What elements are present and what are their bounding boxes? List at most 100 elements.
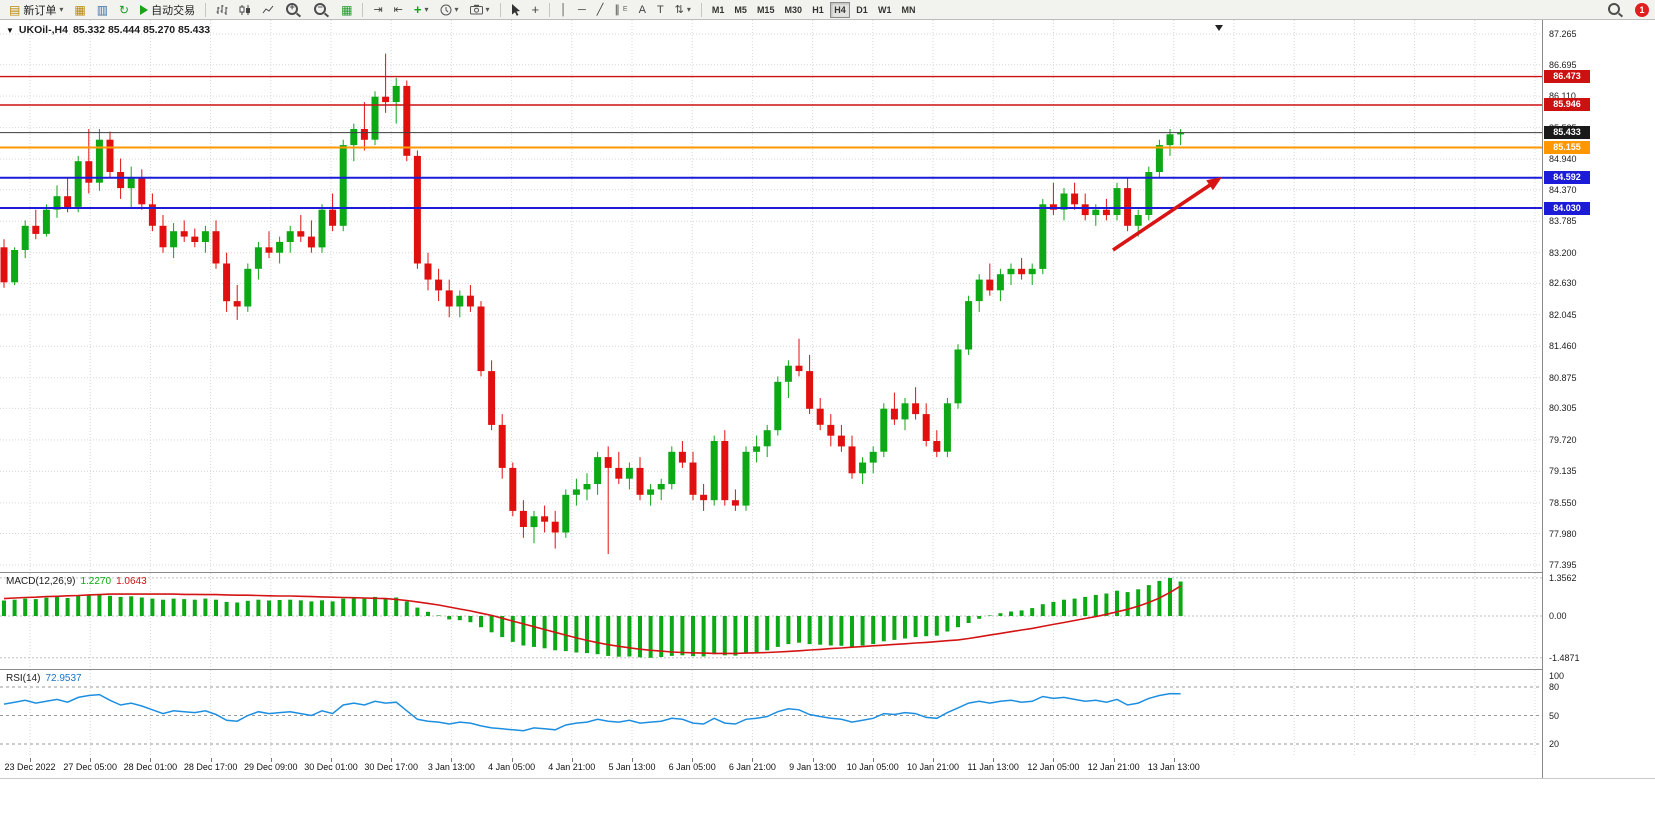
refresh-button[interactable]: ↻ — [114, 1, 134, 18]
chart-symbol-header: ▼ UKOil-,H4 85.332 85.444 85.270 85.433 — [6, 24, 210, 36]
rsi-scale-label: 100 — [1549, 671, 1565, 681]
trendline-tool-button[interactable]: ╱ — [592, 1, 609, 18]
trend-arrow-annotation[interactable] — [1112, 177, 1222, 252]
crosshair-tool-button[interactable]: + — [527, 1, 545, 18]
chart-type-bars-button[interactable] — [211, 1, 233, 18]
time-axis-label: 28 Dec 01:00 — [123, 762, 178, 772]
chart-menu-arrow-icon[interactable]: ▼ — [6, 25, 14, 35]
horizontal-line-tool-button[interactable]: ─ — [573, 1, 591, 18]
price-axis-label: 77.980 — [1549, 528, 1577, 539]
play-icon — [140, 4, 149, 15]
time-axis-tick — [30, 758, 31, 762]
chart-type-candles-button[interactable] — [234, 1, 256, 18]
line-price-tag: 84.030 — [1544, 201, 1590, 215]
time-axis-label: 30 Dec 17:00 — [364, 762, 418, 772]
rsi-panel-canvas[interactable] — [0, 670, 1542, 757]
price-axis-label: 81.460 — [1549, 341, 1577, 352]
plus-icon: + — [413, 1, 422, 17]
zoom-in-icon: + — [286, 2, 299, 15]
channel-icon: ∥ — [614, 4, 620, 16]
toolbar-separator — [549, 2, 551, 17]
time-axis-label: 10 Jan 21:00 — [906, 762, 960, 772]
tile-windows-button[interactable]: ▦ — [336, 1, 357, 18]
add-indicator-button[interactable]: + ▾ — [409, 1, 434, 18]
time-axis-label: 29 Dec 09:00 — [244, 762, 298, 772]
vertical-line-tool-button[interactable]: │ — [555, 1, 572, 18]
ohlc-values: 85.332 85.444 85.270 85.433 — [72, 24, 211, 36]
time-axis-label: 12 Jan 05:00 — [1027, 762, 1080, 772]
channel-tool-button[interactable]: ∥ E — [609, 1, 632, 18]
time-axis-label: 10 Jan 05:00 — [846, 762, 899, 772]
zoom-out-button[interactable]: − — [308, 1, 335, 18]
auto-trading-button[interactable]: 自动交易 — [135, 1, 200, 18]
rsi-name: RSI(14) — [6, 673, 41, 684]
time-axis-label: 9 Jan 13:00 — [789, 762, 837, 772]
rsi-header: RSI(14) 72.9537 — [6, 673, 82, 684]
chart-type-line-button[interactable] — [257, 1, 279, 18]
macd-panel-canvas[interactable] — [0, 573, 1542, 669]
timeframe-button-d1[interactable]: D1 — [852, 2, 872, 18]
rsi-scale-label: 50 — [1549, 710, 1560, 721]
time-axis-tick — [752, 758, 754, 762]
chart-shift-button[interactable]: ⇥ — [368, 1, 387, 18]
rsi-value: 72.9537 — [45, 673, 82, 684]
time-axis-tick — [1113, 758, 1115, 762]
time-axis-tick — [632, 758, 633, 762]
time-axis-tick — [511, 758, 513, 762]
arrows-shapes-icon: ⇅ — [674, 4, 684, 16]
notification-badge[interactable]: 1 — [1635, 2, 1649, 17]
chart-bottom-border — [0, 778, 1655, 779]
auto-scroll-button[interactable]: ⇤ — [389, 1, 408, 18]
timeframe-button-h1[interactable]: H1 — [808, 2, 828, 18]
period-clock-button[interactable]: ▾ — [435, 1, 464, 18]
label-tool-button[interactable]: T — [652, 1, 669, 18]
search-button[interactable] — [1602, 1, 1629, 18]
timeframe-button-m5[interactable]: M5 — [730, 2, 751, 18]
time-axis-label: 5 Jan 13:00 — [608, 762, 656, 772]
price-axis[interactable]: 87.26586.69586.11085.52584.94084.37083.7… — [1542, 20, 1655, 778]
price-axis-label: 83.200 — [1549, 247, 1577, 258]
time-axis-tick — [90, 758, 92, 762]
auto-trading-label: 自动交易 — [151, 4, 196, 17]
time-axis-tick — [812, 758, 814, 762]
line-price-tag: 85.155 — [1544, 141, 1590, 155]
timeframe-button-m30[interactable]: M30 — [780, 2, 806, 18]
macd-main-value: 1.2270 — [80, 576, 112, 587]
screenshot-button[interactable]: ▾ — [465, 1, 495, 18]
panel-separator[interactable] — [0, 572, 1655, 573]
bar-chart-icon — [216, 4, 228, 15]
label-tool-icon: T — [656, 3, 664, 16]
macd-scale-label: -1.4871 — [1549, 652, 1580, 663]
new-order-label: 新订单 — [23, 4, 57, 17]
timeframe-button-m1[interactable]: M1 — [708, 2, 729, 18]
panel-separator[interactable] — [0, 669, 1655, 670]
time-axis-tick — [150, 758, 152, 762]
timeframe-button-h4[interactable]: H4 — [829, 1, 850, 18]
zoom-in-button[interactable]: + — [280, 1, 307, 18]
main-chart-canvas[interactable] — [0, 20, 1542, 572]
macd-header: MACD(12,26,9) 1.2270 1.0643 — [6, 576, 147, 587]
timeframe-button-w1[interactable]: W1 — [874, 2, 896, 18]
chart-profile-button[interactable]: ▦ — [69, 1, 90, 18]
time-axis-tick — [571, 758, 573, 762]
chart-shift-icon: ⇥ — [373, 4, 383, 16]
price-axis-label: 86.695 — [1549, 59, 1577, 70]
timeframe-button-mn[interactable]: MN — [897, 2, 919, 18]
macd-name: MACD(12,26,9) — [6, 576, 76, 587]
vertical-line-icon: │ — [560, 3, 567, 16]
macd-scale-label: 0.00 — [1549, 611, 1567, 621]
chart-window-button[interactable]: ▥ — [92, 1, 113, 18]
time-axis-tick — [933, 758, 934, 762]
text-tool-button[interactable]: A — [634, 1, 651, 18]
cursor-tool-button[interactable] — [506, 1, 526, 18]
price-axis-label: 80.305 — [1549, 403, 1577, 414]
line-price-tag: 85.946 — [1544, 98, 1590, 112]
time-axis[interactable]: 23 Dec 2022 27 Dec 05:00 28 Dec 01:00 28 De… — [0, 757, 1542, 778]
timeframe-button-m15[interactable]: M15 — [753, 2, 779, 18]
macd-scale-label: 1.3562 — [1549, 572, 1577, 583]
shapes-tool-button[interactable]: ⇅ ▾ — [670, 1, 696, 18]
trendline-icon: ╱ — [596, 4, 604, 16]
tile-windows-icon: ▦ — [341, 2, 353, 17]
price-axis-label: 80.875 — [1549, 372, 1577, 383]
new-order-button[interactable]: ▤ 新订单 ▾ — [4, 1, 68, 18]
